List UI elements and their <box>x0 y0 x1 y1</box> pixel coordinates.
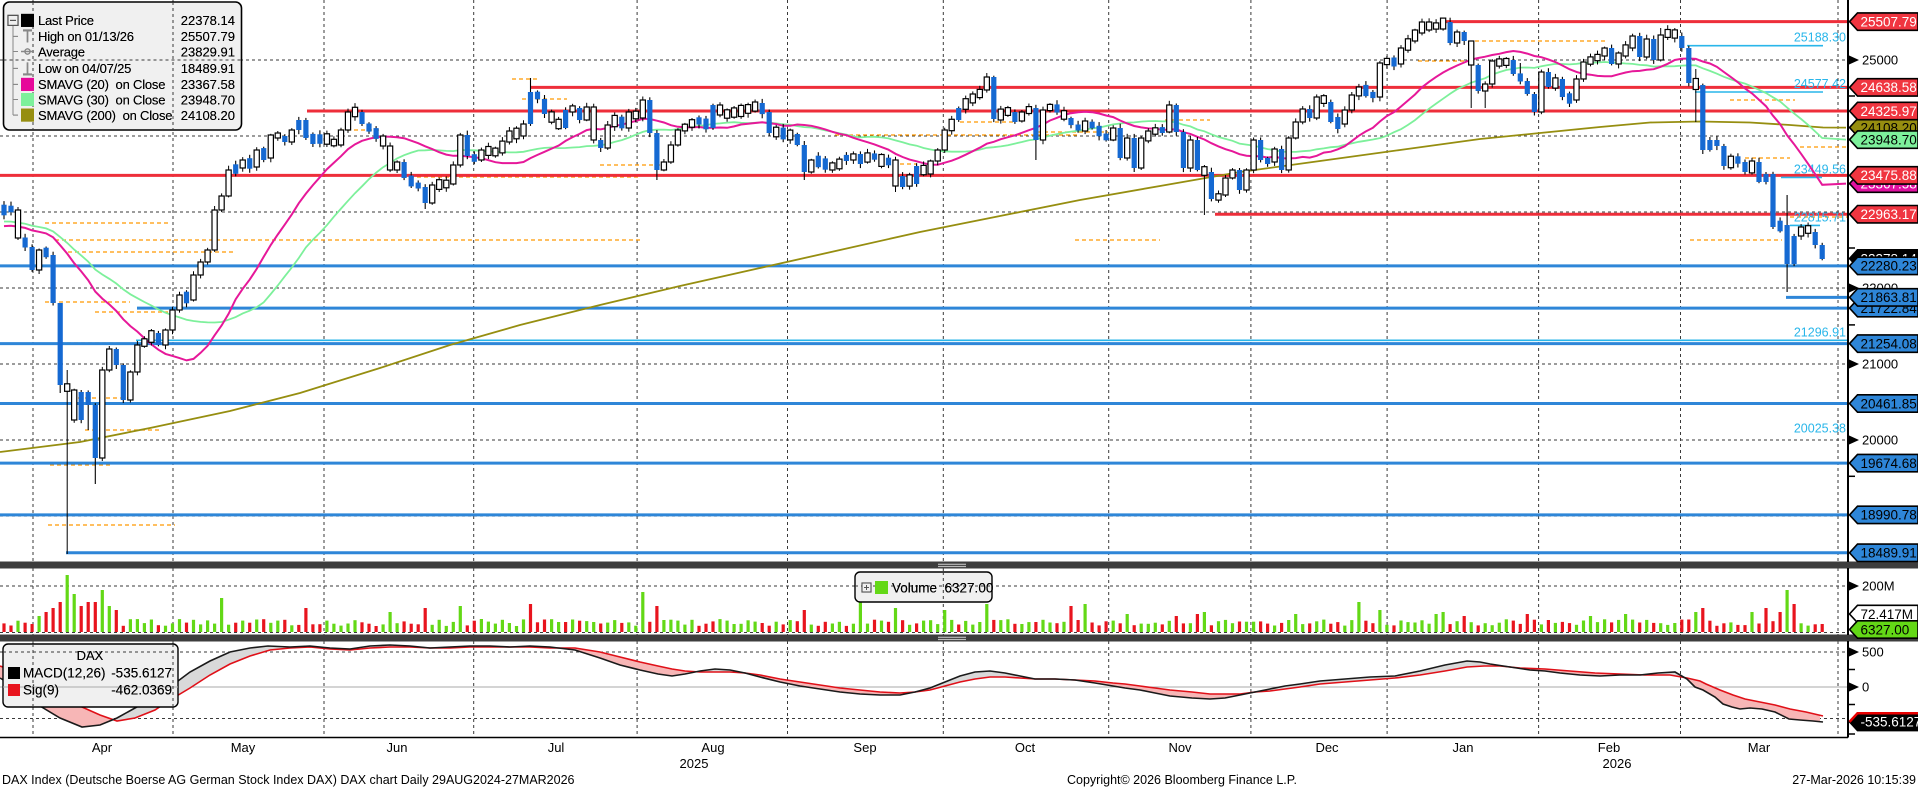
svg-text:Last Price: Last Price <box>38 13 94 28</box>
svg-text:0: 0 <box>1862 680 1869 695</box>
svg-text:Volume 6327.00: Volume 6327.00 <box>892 581 993 596</box>
svg-text:SMAVG (30) on Close: SMAVG (30) on Close <box>38 92 165 107</box>
svg-text:Last Price: Last Price <box>38 13 94 28</box>
svg-text:18489.91: 18489.91 <box>181 61 235 76</box>
svg-text:25000: 25000 <box>1862 53 1898 68</box>
svg-text:Copyright© 2026 Bloomberg Fina: Copyright© 2026 Bloomberg Finance L.P. <box>1067 773 1297 787</box>
svg-text:Average: Average <box>38 44 85 59</box>
svg-text:Mar: Mar <box>1748 740 1771 755</box>
svg-text:Nov: Nov <box>1168 740 1192 755</box>
svg-text:21863.81: 21863.81 <box>1861 290 1917 305</box>
svg-text:200M: 200M <box>1862 579 1895 594</box>
svg-text:72.417M: 72.417M <box>1861 607 1914 622</box>
svg-text:25507.79: 25507.79 <box>1861 14 1917 29</box>
svg-text:SMAVG (20) on Close: SMAVG (20) on Close <box>38 77 165 92</box>
svg-text:High on 01/13/26: High on 01/13/26 <box>38 29 134 44</box>
svg-text:23829.91: 23829.91 <box>181 44 235 59</box>
svg-text:May: May <box>231 740 256 755</box>
svg-text:Low on 04/07/25: Low on 04/07/25 <box>38 61 131 76</box>
svg-text:25188.30: 25188.30 <box>1794 31 1846 45</box>
svg-text:2025: 2025 <box>680 756 709 771</box>
svg-text:23367.58: 23367.58 <box>181 77 235 92</box>
svg-text:21000: 21000 <box>1862 357 1898 372</box>
svg-text:24108.20: 24108.20 <box>181 108 235 123</box>
svg-text:Volume 6327.00: Volume 6327.00 <box>892 581 993 596</box>
svg-text:25507.79: 25507.79 <box>181 29 235 44</box>
svg-text:24577.42: 24577.42 <box>1794 77 1846 91</box>
svg-text:DAX Index (Deutsche Boerse AG: DAX Index (Deutsche Boerse AG German Sto… <box>2 773 575 787</box>
svg-text:SMAVG (200) on Close: SMAVG (200) on Close <box>38 108 172 123</box>
svg-text:23948.70: 23948.70 <box>181 92 235 107</box>
svg-text:21254.08: 21254.08 <box>1861 336 1917 351</box>
svg-text:20000: 20000 <box>1862 433 1898 448</box>
svg-text:19674.68: 19674.68 <box>1861 456 1917 471</box>
svg-text:SMAVG (20) on Close: SMAVG (20) on Close <box>38 77 165 92</box>
svg-text:24638.58: 24638.58 <box>1861 80 1917 95</box>
svg-text:18990.78: 18990.78 <box>1861 508 1917 523</box>
svg-text:23449.56: 23449.56 <box>1794 162 1846 176</box>
svg-text:22280.23: 22280.23 <box>1861 259 1917 274</box>
svg-text:22378.14: 22378.14 <box>181 13 235 28</box>
svg-text:25507.79: 25507.79 <box>181 29 235 44</box>
svg-text:-535.6127: -535.6127 <box>1861 715 1918 730</box>
svg-text:22815.71: 22815.71 <box>1794 210 1846 224</box>
svg-text:6327.00: 6327.00 <box>1861 622 1910 637</box>
svg-text:-462.0369: -462.0369 <box>111 683 172 698</box>
svg-text:MACD(12,26): MACD(12,26) <box>23 666 106 681</box>
svg-text:Sep: Sep <box>853 740 876 755</box>
svg-text:High on 01/13/26: High on 01/13/26 <box>38 29 134 44</box>
svg-text:SMAVG (200) on Close: SMAVG (200) on Close <box>38 108 172 123</box>
svg-text:MACD(12,26): MACD(12,26) <box>23 666 106 681</box>
svg-text:27-Mar-2026 10:15:39: 27-Mar-2026 10:15:39 <box>1792 773 1916 787</box>
svg-text:-535.6127: -535.6127 <box>111 666 172 681</box>
svg-text:DAX: DAX <box>77 648 104 663</box>
svg-text:18489.91: 18489.91 <box>1861 546 1917 561</box>
svg-text:24108.20: 24108.20 <box>181 108 235 123</box>
svg-text:22378.14: 22378.14 <box>181 13 235 28</box>
svg-text:Aug: Aug <box>701 740 724 755</box>
svg-text:Oct: Oct <box>1015 740 1036 755</box>
svg-text:Sig(9): Sig(9) <box>23 683 59 698</box>
svg-text:18489.91: 18489.91 <box>181 61 235 76</box>
svg-text:Jun: Jun <box>387 740 408 755</box>
svg-text:Jul: Jul <box>548 740 565 755</box>
svg-text:-462.0369: -462.0369 <box>111 683 172 698</box>
svg-text:Average: Average <box>38 44 85 59</box>
svg-text:500: 500 <box>1862 645 1884 660</box>
svg-text:Sig(9): Sig(9) <box>23 683 59 698</box>
svg-text:21296.91: 21296.91 <box>1794 325 1846 339</box>
svg-text:SMAVG (30) on Close: SMAVG (30) on Close <box>38 92 165 107</box>
svg-text:23829.91: 23829.91 <box>181 44 235 59</box>
svg-text:24325.97: 24325.97 <box>1861 104 1917 119</box>
svg-text:22963.17: 22963.17 <box>1861 207 1917 222</box>
svg-text:Apr: Apr <box>92 740 113 755</box>
svg-text:2026: 2026 <box>1603 756 1632 771</box>
svg-text:20461.85: 20461.85 <box>1861 396 1917 411</box>
svg-text:23948.70: 23948.70 <box>1861 132 1917 147</box>
svg-text:20025.38: 20025.38 <box>1794 422 1846 436</box>
svg-text:Dec: Dec <box>1315 740 1339 755</box>
svg-text:23367.58: 23367.58 <box>181 77 235 92</box>
svg-text:Feb: Feb <box>1598 740 1620 755</box>
svg-text:Low on 04/07/25: Low on 04/07/25 <box>38 61 131 76</box>
svg-text:23475.88: 23475.88 <box>1861 168 1917 183</box>
svg-text:Jan: Jan <box>1453 740 1474 755</box>
svg-text:-535.6127: -535.6127 <box>111 666 172 681</box>
svg-text:23948.70: 23948.70 <box>181 92 235 107</box>
